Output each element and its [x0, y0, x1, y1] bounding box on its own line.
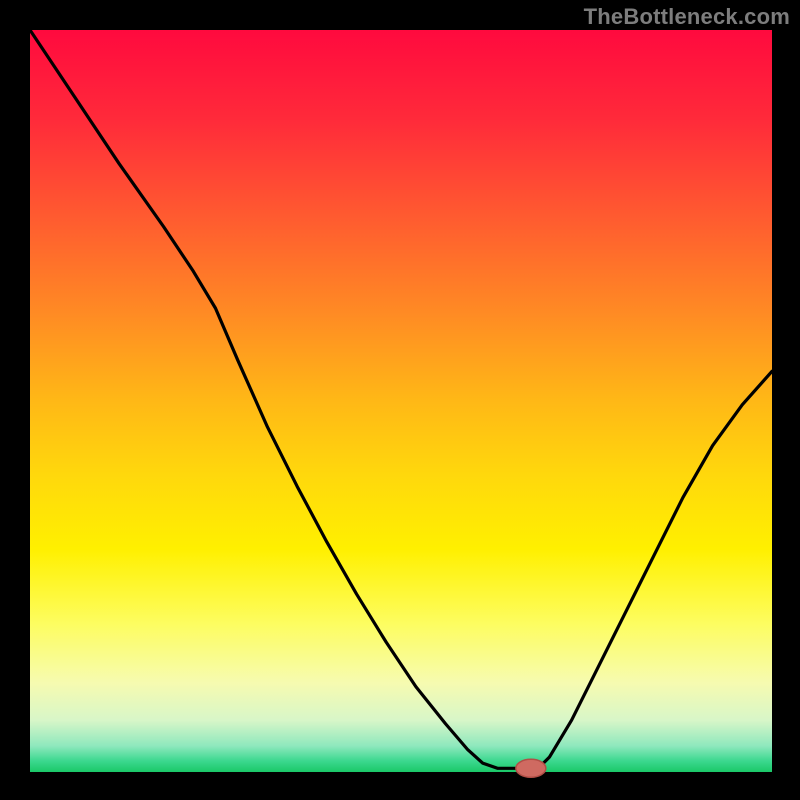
watermark-label: TheBottleneck.com	[584, 4, 790, 30]
bottleneck-line-chart	[0, 0, 800, 800]
plot-background	[30, 30, 772, 772]
optimum-marker	[516, 759, 546, 777]
chart-frame: TheBottleneck.com	[0, 0, 800, 800]
